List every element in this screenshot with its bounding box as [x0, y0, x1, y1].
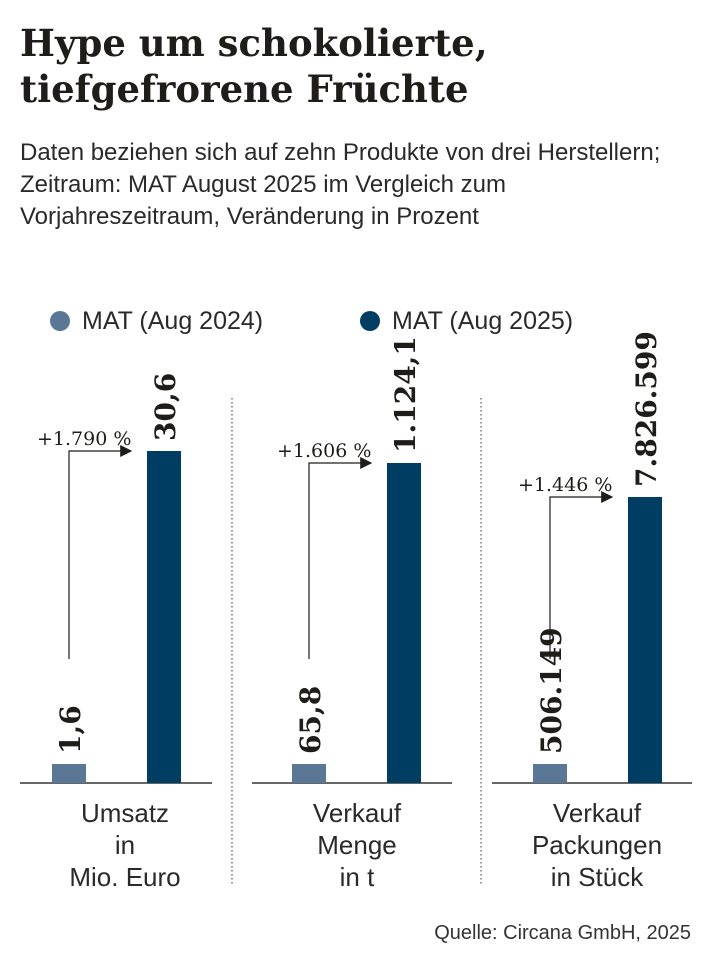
bar-2024-menge	[292, 764, 326, 783]
category-label-packungen: Verkauf Packungen in Stück	[531, 798, 663, 892]
change-arrow-packungen	[549, 491, 614, 659]
legend-item-2024: MAT (Aug 2024)	[50, 304, 263, 338]
value-label-2024-umsatz: 1,6	[54, 705, 87, 754]
change-label-packungen: +1.446 %	[518, 474, 612, 496]
bar-2025-menge	[387, 463, 421, 783]
legend-swatch-2024	[50, 311, 70, 331]
source-note: Quelle: Circana GmbH, 2025	[434, 922, 691, 944]
value-label-2025-packungen: 7.826.599	[630, 331, 663, 487]
bar-2025-umsatz	[147, 451, 181, 783]
change-label-menge: +1.606 %	[277, 440, 371, 462]
legend-item-2025: MAT (Aug 2025)	[360, 304, 573, 338]
chart-title: Hype um schokolierte, tiefgefrorene Früc…	[20, 21, 488, 111]
change-arrow-umsatz	[68, 445, 133, 659]
bar-2024-packungen	[533, 764, 567, 783]
chart-subtitle: Daten beziehen sich auf zehn Produkte vo…	[20, 139, 661, 230]
change-label-umsatz: +1.790 %	[37, 428, 131, 450]
category-label-menge: Verkauf Menge in t	[312, 798, 402, 892]
value-label-2025-umsatz: 30,6	[149, 373, 182, 441]
legend-swatch-2025	[360, 311, 380, 331]
value-label-2025-menge: 1.124,1	[389, 336, 422, 453]
bar-2025-packungen	[628, 497, 662, 783]
legend-label-2024: MAT (Aug 2024)	[82, 306, 264, 335]
legend-label-2025: MAT (Aug 2025)	[392, 306, 574, 335]
value-label-2024-packungen: 506.149	[535, 627, 568, 754]
change-arrow-menge	[308, 457, 373, 659]
bar-2024-umsatz	[52, 764, 86, 783]
value-label-2024-menge: 65,8	[294, 686, 327, 754]
category-label-umsatz: Umsatz in Mio. Euro	[69, 798, 181, 892]
